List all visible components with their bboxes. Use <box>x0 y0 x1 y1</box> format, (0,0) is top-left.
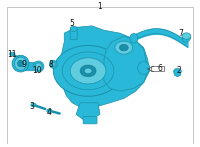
Text: 10: 10 <box>33 66 42 75</box>
Ellipse shape <box>182 34 190 42</box>
Text: 7: 7 <box>178 29 183 38</box>
Ellipse shape <box>15 57 27 70</box>
Ellipse shape <box>50 60 57 68</box>
FancyBboxPatch shape <box>151 66 164 71</box>
Polygon shape <box>173 69 181 77</box>
Text: 8: 8 <box>49 60 54 69</box>
Polygon shape <box>104 36 148 91</box>
FancyBboxPatch shape <box>20 62 41 71</box>
Ellipse shape <box>9 52 15 55</box>
Text: 1: 1 <box>98 2 102 11</box>
Text: 4: 4 <box>47 108 52 117</box>
Text: 11: 11 <box>7 50 16 59</box>
Ellipse shape <box>12 55 29 72</box>
Circle shape <box>119 44 128 51</box>
Polygon shape <box>60 26 150 109</box>
Circle shape <box>84 68 92 74</box>
Circle shape <box>80 65 96 77</box>
Text: 2: 2 <box>176 66 181 75</box>
Ellipse shape <box>33 61 44 72</box>
Circle shape <box>70 26 77 31</box>
Ellipse shape <box>138 61 150 75</box>
Text: 5: 5 <box>70 19 75 28</box>
FancyBboxPatch shape <box>70 29 77 40</box>
Circle shape <box>31 103 36 107</box>
Ellipse shape <box>130 34 138 43</box>
Circle shape <box>115 41 133 54</box>
Polygon shape <box>76 103 100 120</box>
Circle shape <box>182 33 191 39</box>
Text: 9: 9 <box>21 60 26 69</box>
Circle shape <box>70 58 106 84</box>
Text: 3: 3 <box>29 102 34 111</box>
Circle shape <box>47 109 52 113</box>
Ellipse shape <box>18 60 24 67</box>
Circle shape <box>53 45 123 96</box>
Ellipse shape <box>35 63 42 70</box>
FancyBboxPatch shape <box>83 117 97 124</box>
Ellipse shape <box>51 62 55 66</box>
Text: 6: 6 <box>157 64 162 73</box>
